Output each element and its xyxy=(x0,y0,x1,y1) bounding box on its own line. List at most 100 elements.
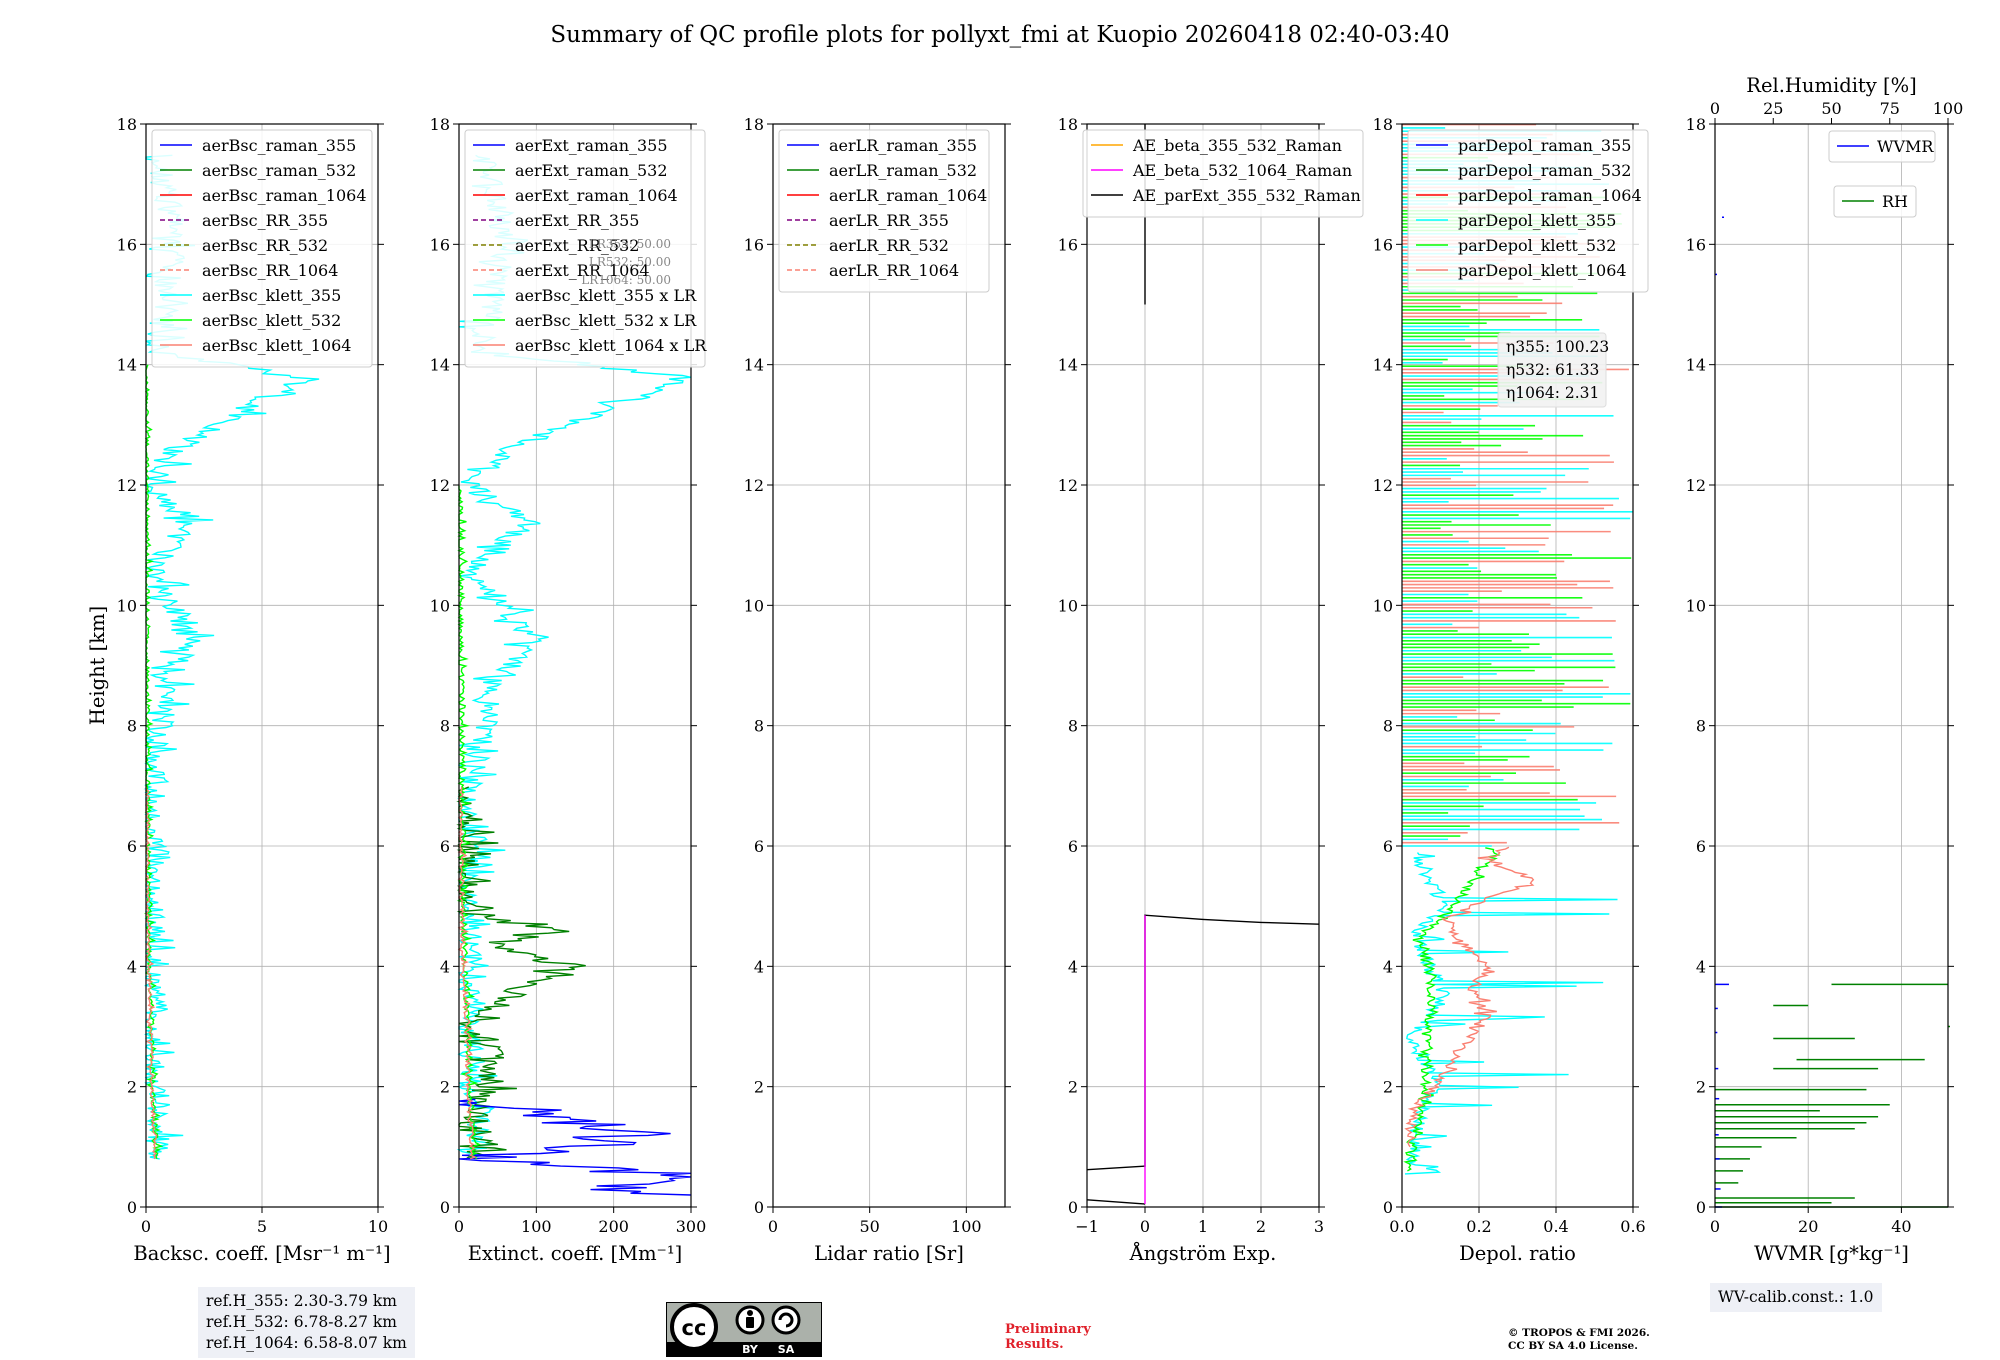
x-axis-label: Extinct. coeff. [Mm⁻¹] xyxy=(468,1242,683,1265)
legend-label: aerLR_raman_532 xyxy=(829,161,977,180)
legend-label: AE_parExt_355_532_Raman xyxy=(1132,186,1361,205)
legend: parDepol_raman_355 parDepol_raman_532 parD… xyxy=(1407,129,1649,293)
y-tick-label: 18 xyxy=(430,115,450,134)
legend-box xyxy=(1407,129,1649,293)
legend-label: aerBsc_RR_1064 xyxy=(202,261,338,280)
legend-label: AE_beta_355_532_Raman xyxy=(1132,136,1342,155)
legend-label: aerBsc_klett_1064 xyxy=(202,336,351,355)
legend-label: aerBsc_klett_355 x LR xyxy=(515,286,697,305)
cc-by-label: BY xyxy=(742,1343,759,1356)
y-tick-label: 14 xyxy=(430,356,450,375)
y-tick-label: 8 xyxy=(754,717,764,736)
y-tick-label: 16 xyxy=(1686,235,1706,254)
y-tick-label: 8 xyxy=(1383,717,1393,736)
legend-label: AE_beta_532_1064_Raman xyxy=(1132,161,1352,180)
y-tick-label: 2 xyxy=(1383,1078,1393,1097)
x-tick-label: 0 xyxy=(141,1217,151,1236)
y-tick-label: 10 xyxy=(744,596,764,615)
legend-label: aerBsc_klett_1064 x LR xyxy=(515,336,707,355)
legend-label: parDepol_klett_532 xyxy=(1458,236,1616,255)
legend-label: aerLR_RR_355 xyxy=(829,211,949,230)
legend: AE_beta_355_532_Raman AE_beta_532_1064_Ra… xyxy=(1082,129,1364,218)
x-tick-label: −1 xyxy=(1075,1217,1099,1236)
cc-sa-label: SA xyxy=(778,1343,795,1356)
legend-label: parDepol_klett_355 xyxy=(1458,211,1616,230)
y-tick-label: 0 xyxy=(1696,1198,1706,1217)
legend-label: aerBsc_klett_355 xyxy=(202,286,341,305)
x-tick-label: 0 xyxy=(1140,1217,1150,1236)
eta-annotations: η355: 100.23 η532: 61.33 η1064: 2.31 xyxy=(1497,332,1609,408)
x2-tick-label: 0 xyxy=(1710,99,1720,118)
x-axis-label: Ångström Exp. xyxy=(1129,1240,1277,1265)
x-axis-label: WVMR [g*kg⁻¹] xyxy=(1754,1242,1909,1265)
y-tick-label: 4 xyxy=(1068,957,1078,976)
x2-tick-label: 25 xyxy=(1763,99,1783,118)
y-tick-label: 16 xyxy=(117,235,137,254)
x-tick-label: 3 xyxy=(1314,1217,1324,1236)
legend-label: aerBsc_klett_532 x LR xyxy=(515,311,697,330)
legend-box xyxy=(778,129,990,293)
legend-label: aerLR_raman_355 xyxy=(829,136,977,155)
y-tick-label: 12 xyxy=(430,476,450,495)
x-tick-label: 0.6 xyxy=(1620,1217,1645,1236)
y-tick-label: 16 xyxy=(1373,235,1393,254)
plot-area xyxy=(1715,124,1948,1207)
ref-height-532: ref.H_532: 6.78-8.27 km xyxy=(206,1313,397,1331)
wv-calibration-box: WV-calib.const.: 1.0 xyxy=(1710,1283,1882,1312)
legend-box xyxy=(1828,130,1936,163)
y-tick-label: 18 xyxy=(744,115,764,134)
eta-annotation: η1064: 2.31 xyxy=(1506,384,1599,402)
y-tick-label: 10 xyxy=(1686,596,1706,615)
lidar-ratio-annotations: LR355: 50.00 LR532: 50.00 LR1064: 50.00 xyxy=(581,237,671,287)
y-tick-label: 0 xyxy=(127,1198,137,1217)
panel-extinction: 0 2 4 6 8 10 12 14 16 18 0 100 200 300 Extinct. coeff.… xyxy=(430,115,708,1265)
y-axis-label: Height [km] xyxy=(86,606,109,725)
y-tick-label: 6 xyxy=(754,837,764,856)
ref-height-355: ref.H_355: 2.30-3.79 km xyxy=(206,1292,397,1310)
y-tick-label: 14 xyxy=(1373,356,1393,375)
panel-depol: 0 2 4 6 8 10 12 14 16 18 0.0 0.2 0.4 0.6 Depol. ratio p… xyxy=(1373,115,1649,1265)
y-tick-label: 4 xyxy=(440,957,450,976)
copyright-note: © TROPOS & FMI 2026. CC BY SA 4.0 License… xyxy=(1508,1327,1650,1353)
y-tick-label: 2 xyxy=(1696,1078,1706,1097)
legend: WVMR RH xyxy=(1828,130,1936,218)
lr-annotation: LR1064: 50.00 xyxy=(581,273,671,287)
y-tick-label: 12 xyxy=(117,476,137,495)
legend-label: aerBsc_RR_532 xyxy=(202,236,328,255)
x-tick-label: 2 xyxy=(1256,1217,1266,1236)
y-tick-label: 10 xyxy=(117,596,137,615)
y-tick-label: 10 xyxy=(430,596,450,615)
eta-box xyxy=(1497,332,1607,408)
y-tick-label: 2 xyxy=(127,1078,137,1097)
y-tick-label: 0 xyxy=(1383,1198,1393,1217)
x-tick-label: 40 xyxy=(1891,1217,1911,1236)
legend-label: aerBsc_raman_532 xyxy=(202,161,356,180)
x-tick-label: 200 xyxy=(598,1217,629,1236)
y-tick-label: 6 xyxy=(440,837,450,856)
legend: aerBsc_raman_355 aerBsc_raman_532 aerBsc_r… xyxy=(151,129,373,368)
y-tick-label: 4 xyxy=(1383,957,1393,976)
legend-label: aerExt_raman_355 xyxy=(515,136,668,155)
y-tick-label: 16 xyxy=(744,235,764,254)
legend-label: WVMR xyxy=(1877,137,1934,156)
x-tick-label: 0 xyxy=(1710,1217,1720,1236)
legend-label: aerBsc_raman_355 xyxy=(202,136,356,155)
panel-backscatter: 0 2 4 6 8 10 12 14 16 18 0 5 10 Backsc. coeff. [Msr⁻¹… xyxy=(86,115,391,1265)
copyright-line-2: CC BY SA 4.0 License. xyxy=(1508,1340,1638,1352)
legend-label: aerLR_RR_532 xyxy=(829,236,949,255)
panel-lidar-ratio: 0 2 4 6 8 10 12 14 16 18 0 50 100 Lidar ratio [Sr] aer… xyxy=(744,115,1011,1265)
y-tick-label: 6 xyxy=(1383,837,1393,856)
x-tick-label: 100 xyxy=(521,1217,552,1236)
x-tick-label: 100 xyxy=(951,1217,982,1236)
y-tick-label: 18 xyxy=(1058,115,1078,134)
axes-frame xyxy=(772,123,1006,1208)
y-tick-label: 12 xyxy=(744,476,764,495)
legend-label: aerExt_RR_355 xyxy=(515,211,639,230)
y-tick-label: 4 xyxy=(754,957,764,976)
y-tick-label: 2 xyxy=(440,1078,450,1097)
legend-label: aerLR_RR_1064 xyxy=(829,261,959,280)
y-tick-label: 6 xyxy=(1696,837,1706,856)
y-tick-label: 8 xyxy=(1696,717,1706,736)
series-aerExt_raman_532 xyxy=(456,786,586,1160)
